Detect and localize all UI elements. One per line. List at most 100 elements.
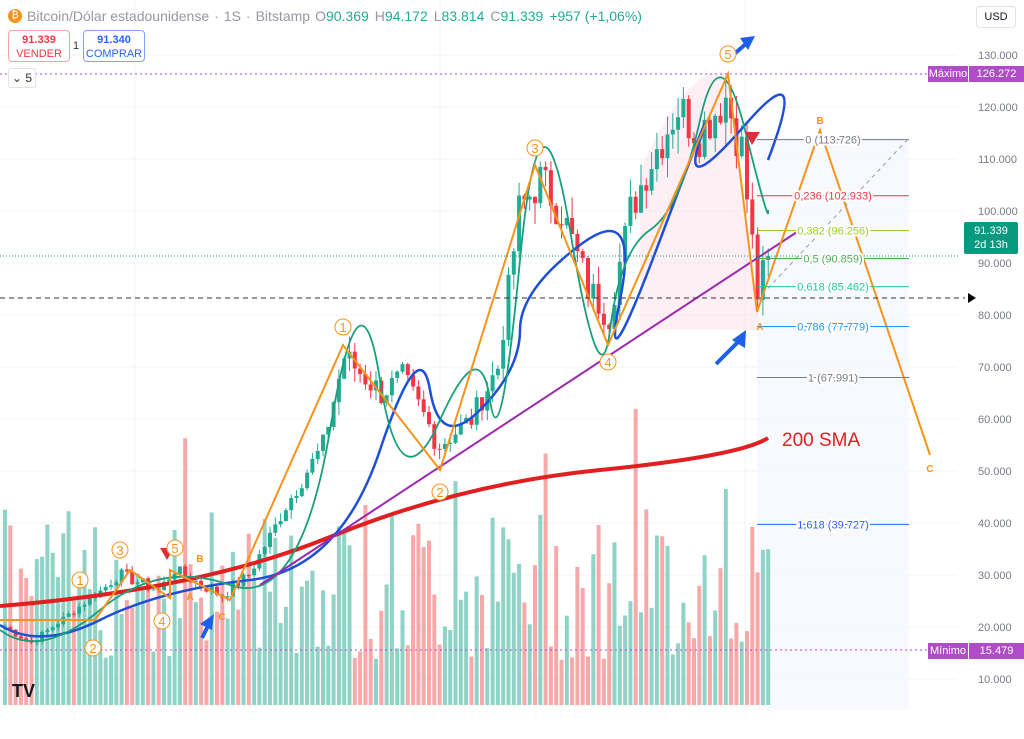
- volume-bar: [289, 535, 294, 705]
- volume-bar: [167, 656, 172, 705]
- volume-bar: [596, 525, 601, 705]
- candle: [718, 115, 723, 123]
- volume-bar: [474, 576, 479, 705]
- volume-bar: [215, 611, 219, 705]
- volume-bar: [151, 651, 156, 705]
- volume-bar: [146, 582, 151, 705]
- axis-tick-label: 120.000: [978, 102, 1018, 114]
- volume-bar: [543, 453, 548, 705]
- candle: [347, 351, 352, 359]
- candle: [405, 364, 410, 375]
- volume-bar: [331, 594, 336, 705]
- candle: [442, 443, 447, 450]
- candle: [474, 397, 479, 425]
- wave-circle: [111, 541, 129, 559]
- volume-bar: [262, 518, 267, 705]
- volume-bar: [527, 624, 532, 705]
- volume-bar: [665, 545, 670, 705]
- volume-bar: [177, 618, 182, 705]
- candle: [124, 569, 129, 572]
- last-price-label: 91.339 2d 13h: [964, 222, 1018, 254]
- volume-bar: [77, 583, 82, 705]
- volume-bar: [745, 631, 749, 705]
- candle: [199, 580, 204, 587]
- volume-bar: [230, 551, 235, 705]
- candle: [495, 368, 500, 376]
- candle: [681, 98, 686, 118]
- volume-bar: [114, 559, 119, 705]
- candle: [755, 234, 760, 300]
- volume-bar: [13, 632, 18, 705]
- candle: [697, 143, 702, 157]
- axis-tick-label: 40.000: [978, 518, 1012, 530]
- candle: [34, 641, 39, 643]
- volume-bar: [66, 511, 71, 705]
- volume-bar: [437, 644, 442, 705]
- volume-bar: [379, 610, 384, 705]
- indicators-toggle[interactable]: ⌄ 5: [8, 68, 36, 88]
- currency-select[interactable]: USD: [976, 6, 1016, 28]
- volume-bar: [294, 652, 299, 705]
- candle: [639, 185, 643, 213]
- candle: [183, 566, 188, 577]
- volume-bar: [432, 594, 437, 705]
- volume-bar: [315, 646, 320, 705]
- candle: [564, 217, 569, 226]
- candle: [702, 119, 707, 157]
- volume-bar: [702, 555, 707, 705]
- wave-label: 2: [89, 641, 96, 656]
- volume-bar: [220, 565, 225, 705]
- volume-bar: [692, 638, 696, 705]
- candle: [326, 426, 331, 435]
- candle: [400, 364, 405, 372]
- sell-button[interactable]: 91.339 VENDER: [8, 30, 70, 62]
- wave-label: 5: [171, 541, 178, 556]
- candle: [707, 119, 712, 139]
- volume-bar: [352, 658, 357, 705]
- candle: [24, 638, 29, 640]
- chart-header: ₿ Bitcoin/Dólar estadounidense · 1S · Bits…: [8, 8, 642, 24]
- axis-tick-label: 100.000: [978, 206, 1018, 218]
- wave-label: 1: [76, 573, 83, 588]
- symbol-name[interactable]: Bitcoin/Dólar estadounidense: [27, 8, 210, 24]
- axis-tick-label: 50.000: [978, 466, 1012, 478]
- candle: [580, 251, 585, 259]
- volume-bar: [45, 524, 50, 705]
- axis-tick-label: 110.000: [978, 154, 1017, 166]
- bitcoin-icon: ₿: [8, 9, 22, 23]
- volume-bar: [506, 539, 511, 705]
- sma-label: 200 SMA: [782, 430, 860, 451]
- candle: [177, 566, 182, 575]
- volume-bar: [374, 658, 378, 705]
- candle: [723, 97, 728, 123]
- volume-bar: [400, 610, 405, 705]
- candle: [692, 138, 696, 144]
- candle: [278, 521, 283, 525]
- candle: [71, 613, 76, 615]
- buy-button[interactable]: 91.340 COMPRAR: [83, 30, 145, 62]
- candle: [411, 374, 416, 387]
- price-axis[interactable]: 130.000 120.000 110.000 100.000 90.000 80.000…: [978, 50, 1018, 686]
- volume-bar: [336, 526, 341, 705]
- fib-level-label: 1,618 (39.727): [797, 519, 869, 531]
- fib-level-label: 0,236 (102.933): [794, 191, 872, 203]
- volume-bar: [533, 565, 537, 705]
- candle: [151, 589, 156, 591]
- volume-bar: [458, 599, 463, 705]
- volume-bar: [448, 629, 453, 705]
- tradingview-logo: TV: [12, 681, 35, 701]
- candle: [660, 149, 665, 159]
- fib-level-label: 0,382 (96.256): [797, 225, 869, 237]
- candle: [543, 166, 548, 171]
- interval[interactable]: 1S: [223, 8, 241, 24]
- candle: [283, 510, 288, 522]
- volume-bar: [358, 651, 363, 705]
- candle: [395, 371, 400, 378]
- candle: [416, 386, 421, 400]
- volume-bar: [554, 546, 559, 705]
- candle: [66, 613, 71, 617]
- candle: [654, 149, 659, 170]
- volume-bar: [649, 607, 654, 705]
- candle: [389, 377, 394, 396]
